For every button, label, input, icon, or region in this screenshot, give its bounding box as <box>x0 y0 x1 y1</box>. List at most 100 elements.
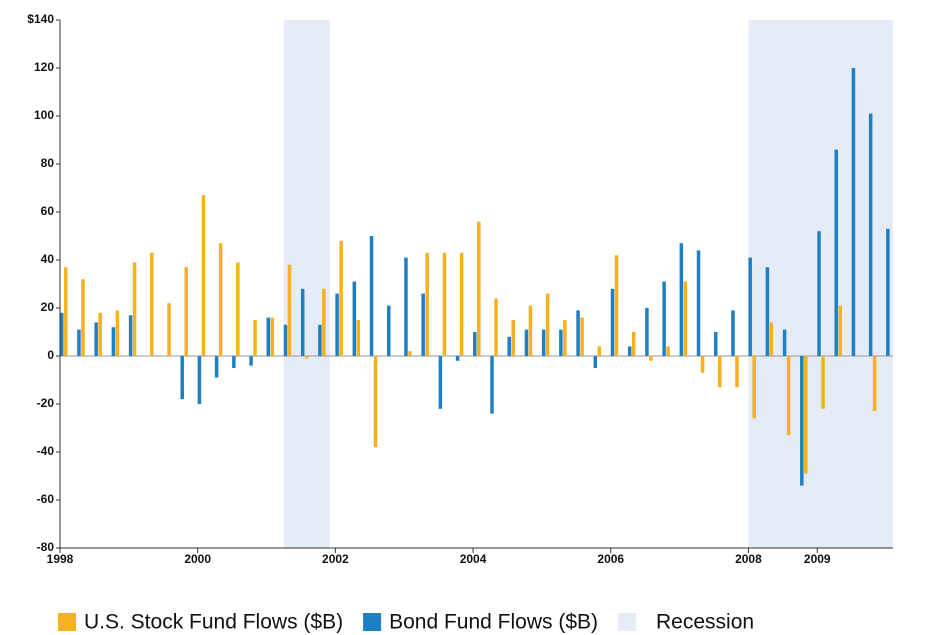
bar <box>817 231 821 356</box>
bar <box>201 195 206 356</box>
legend-label: Recession <box>656 611 754 634</box>
bar <box>804 356 808 474</box>
bar <box>150 252 154 356</box>
bar <box>283 324 288 356</box>
y-tick-label: 20 <box>41 300 55 314</box>
bar <box>765 267 770 356</box>
bar <box>545 293 550 356</box>
y-tick-label: -80 <box>37 540 55 554</box>
bar <box>455 356 460 361</box>
x-tick-label: 2008 <box>735 552 762 566</box>
bar <box>197 356 202 404</box>
legend-swatch <box>618 613 637 631</box>
bar <box>81 279 85 356</box>
recession-band <box>283 20 330 548</box>
bar <box>662 281 666 356</box>
bar <box>731 310 735 356</box>
bar <box>111 327 116 356</box>
bar <box>511 320 515 356</box>
bar <box>287 264 292 356</box>
x-tick-label: 2000 <box>184 552 211 566</box>
bar <box>438 356 443 409</box>
legend-label: Bond Fund Flows ($B) <box>389 611 598 634</box>
bar <box>593 356 598 368</box>
legend-swatch <box>58 613 76 631</box>
bar <box>782 329 787 356</box>
bar <box>559 329 563 356</box>
bar <box>115 310 120 356</box>
y-tick-label: 40 <box>41 252 55 266</box>
y-tick-label: $140 <box>27 12 54 26</box>
bar <box>94 322 98 356</box>
bar <box>408 351 412 356</box>
bar <box>834 149 838 356</box>
bar <box>270 317 275 356</box>
bar <box>214 356 219 378</box>
bar <box>528 305 533 356</box>
bar <box>322 288 326 356</box>
bar <box>541 329 546 356</box>
bar <box>77 329 81 356</box>
legend-label: U.S. Stock Fund Flows ($B) <box>84 611 343 634</box>
bar <box>868 113 873 356</box>
bar <box>735 356 739 388</box>
bar <box>318 324 322 356</box>
x-tick-label: 2004 <box>460 552 487 566</box>
bar <box>748 257 752 356</box>
bar <box>524 329 529 356</box>
x-tick-label: 2002 <box>322 552 349 566</box>
bar <box>649 356 653 361</box>
bar <box>800 356 804 486</box>
bar <box>580 317 584 356</box>
bar <box>352 281 357 356</box>
bar <box>563 320 567 356</box>
bar <box>180 356 184 400</box>
bar <box>821 356 825 409</box>
bar <box>700 356 705 373</box>
bar <box>335 293 339 356</box>
bar <box>459 252 464 356</box>
x-tick-label: 2006 <box>597 552 624 566</box>
y-tick-label: -40 <box>37 444 55 458</box>
bar <box>838 305 842 356</box>
bar <box>718 356 722 388</box>
bar <box>473 332 477 356</box>
bar <box>404 257 408 356</box>
y-tick-label: 100 <box>34 108 54 122</box>
y-tick-label: -20 <box>37 396 55 410</box>
x-tick-label: 2009 <box>804 552 831 566</box>
bar <box>184 267 188 356</box>
bar <box>373 356 378 448</box>
bar <box>627 346 632 356</box>
bar <box>60 312 64 356</box>
legend: U.S. Stock Fund Flows ($B) Bond Fund Flow… <box>58 611 754 634</box>
bar <box>64 267 68 356</box>
bar <box>442 252 447 356</box>
bar <box>610 288 615 356</box>
bar <box>249 356 253 366</box>
bar <box>339 240 343 356</box>
bar <box>683 281 688 356</box>
y-tick-label: 0 <box>47 348 54 362</box>
bar <box>886 228 890 356</box>
y-tick-label: 60 <box>41 204 55 218</box>
bar <box>232 356 236 368</box>
x-tick-label: 1998 <box>47 552 74 566</box>
bar <box>631 332 636 356</box>
plot-area: -80 -60 -40 -20 0 20 40 60 80 100 120 $140 1998 2000 2… <box>27 12 893 566</box>
bar <box>507 336 511 356</box>
bar <box>851 68 856 356</box>
bar <box>253 320 257 356</box>
bar <box>300 288 305 356</box>
bar <box>304 356 309 359</box>
bar <box>425 252 429 356</box>
bar <box>128 315 133 356</box>
y-tick-label: 80 <box>41 156 55 170</box>
bar <box>576 310 580 356</box>
bar <box>645 308 649 356</box>
bar <box>786 356 791 436</box>
bar <box>872 356 877 412</box>
bar <box>236 262 240 356</box>
bar <box>679 243 684 356</box>
